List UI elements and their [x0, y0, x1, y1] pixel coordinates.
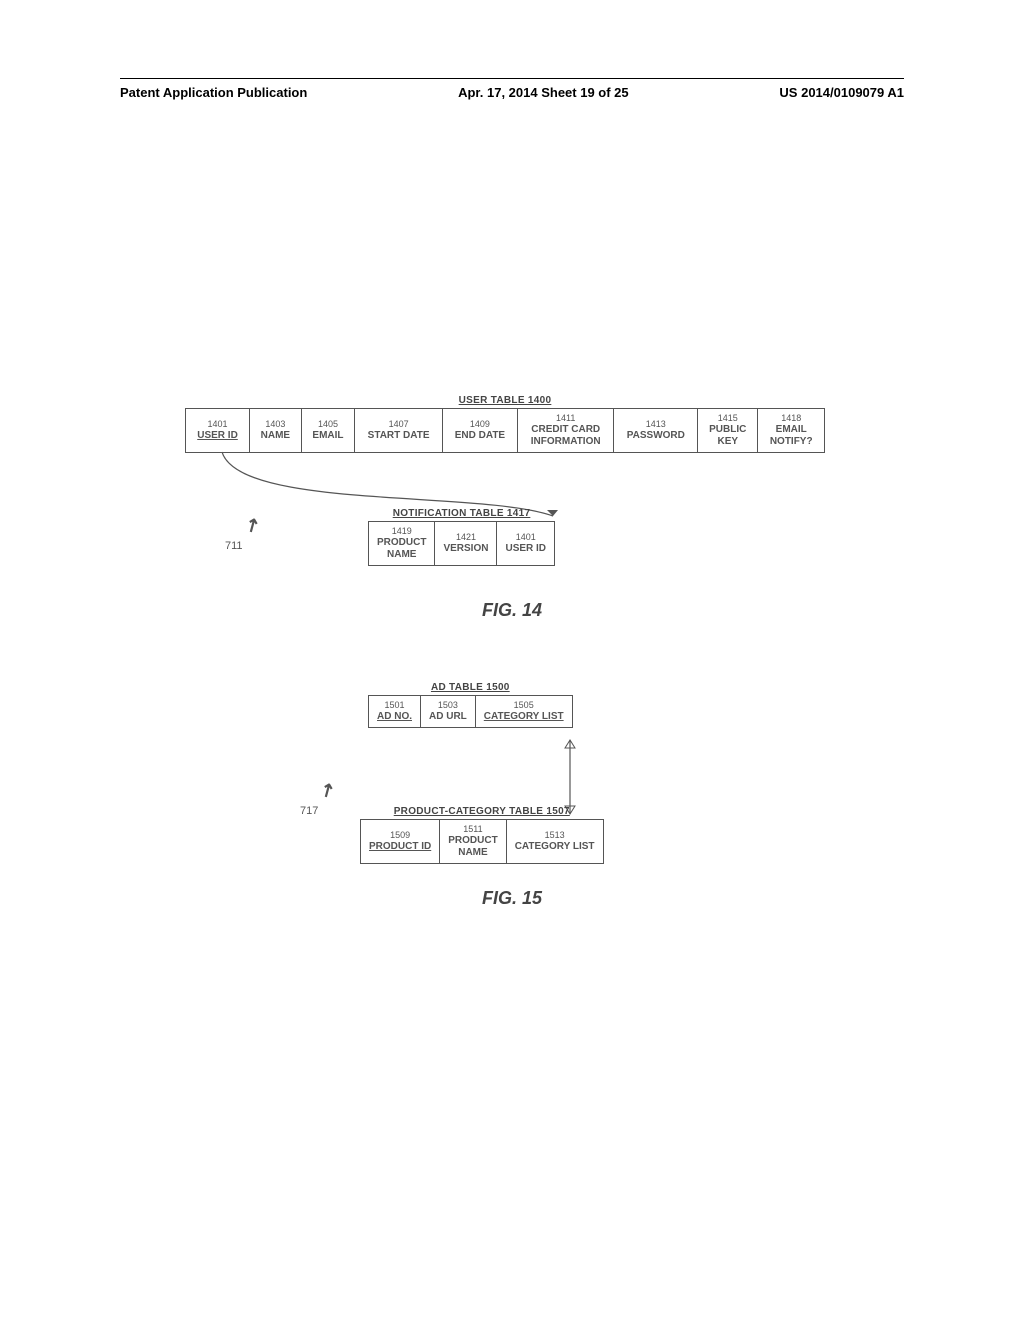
column-number: 1418 [766, 413, 816, 424]
table-cell: 1501AD NO. [369, 696, 421, 728]
table-cell: 1505CATEGORY LIST [475, 696, 572, 728]
header-right: US 2014/0109079 A1 [779, 85, 904, 100]
column-label: PASSWORD [622, 430, 689, 442]
product-category-table: 1509PRODUCT ID1511PRODUCTNAME1513CATEGOR… [360, 819, 604, 864]
table-cell: 1407START DATE [355, 409, 443, 453]
column-number: 1401 [505, 532, 546, 543]
column-label: PRODUCTNAME [448, 835, 497, 859]
product-category-table-1507: PRODUCT-CATEGORY TABLE 1507 1509PRODUCT … [360, 806, 604, 864]
column-label: CATEGORY LIST [484, 711, 564, 723]
user-table-1400: USER TABLE 1400 1401USER ID1403NAME1405E… [185, 395, 825, 453]
column-number: 1509 [369, 830, 431, 841]
column-label: VERSION [443, 543, 488, 555]
fig15-caption: FIG. 15 [0, 888, 1024, 909]
column-number: 1409 [451, 419, 509, 430]
table-cell: 1513CATEGORY LIST [506, 820, 603, 864]
column-number: 1405 [310, 419, 347, 430]
column-label: PUBLICKEY [706, 424, 749, 448]
fig14-caption: FIG. 14 [0, 600, 1024, 621]
table-cell: 1503AD URL [421, 696, 476, 728]
column-label: CATEGORY LIST [515, 841, 595, 853]
user-table-title: USER TABLE 1400 [185, 395, 825, 406]
column-number: 1411 [526, 413, 606, 424]
column-number: 1513 [515, 830, 595, 841]
column-label: USER ID [194, 430, 241, 442]
column-label: PRODUCTNAME [377, 537, 426, 561]
table-cell: 1421VERSION [435, 522, 497, 566]
column-label: EMAILNOTIFY? [766, 424, 816, 448]
table-cell: 1411CREDIT CARDINFORMATION [517, 409, 614, 453]
column-number: 1407 [363, 419, 434, 430]
table-cell: 1409END DATE [442, 409, 517, 453]
column-label: NAME [258, 430, 293, 442]
ad-table-title: AD TABLE 1500 [368, 682, 573, 693]
column-label: USER ID [505, 543, 546, 555]
page: Patent Application Publication Apr. 17, … [0, 0, 1024, 1320]
column-number: 1501 [377, 700, 412, 711]
table-cell: 1401USER ID [497, 522, 555, 566]
column-number: 1505 [484, 700, 564, 711]
table-cell: 1413PASSWORD [614, 409, 698, 453]
table-cell: 1418EMAILNOTIFY? [758, 409, 825, 453]
column-number: 1401 [194, 419, 241, 430]
header-rule [120, 78, 904, 79]
table-cell: 1403NAME [250, 409, 302, 453]
ref-arrow-711: ↗ [241, 513, 265, 539]
column-label: PRODUCT ID [369, 841, 431, 853]
column-number: 1511 [448, 824, 497, 835]
column-label: CREDIT CARDINFORMATION [526, 424, 606, 448]
user-table: 1401USER ID1403NAME1405EMAIL1407START DA… [185, 408, 825, 453]
ad-table-1500: AD TABLE 1500 1501AD NO.1503AD URL1505CA… [368, 682, 573, 728]
column-number: 1403 [258, 419, 293, 430]
table-cell: 1401USER ID [186, 409, 250, 453]
column-number: 1415 [706, 413, 749, 424]
table-cell: 1405EMAIL [301, 409, 355, 453]
column-label: EMAIL [310, 430, 347, 442]
ad-table: 1501AD NO.1503AD URL1505CATEGORY LIST [368, 695, 573, 728]
column-label: AD NO. [377, 711, 412, 723]
column-label: AD URL [429, 711, 467, 723]
notification-table-1417: NOTIFICATION TABLE 1417 1419PRODUCTNAME1… [368, 508, 555, 566]
column-number: 1413 [622, 419, 689, 430]
notif-table-title: NOTIFICATION TABLE 1417 [368, 508, 555, 519]
column-number: 1503 [429, 700, 467, 711]
column-label: START DATE [363, 430, 434, 442]
table-cell: 1509PRODUCT ID [361, 820, 440, 864]
pc-table-title: PRODUCT-CATEGORY TABLE 1507 [360, 806, 604, 817]
ref-label-717: 717 [300, 805, 318, 817]
connector-fig15 [0, 0, 1024, 1320]
column-number: 1421 [443, 532, 488, 543]
ref-arrow-717: ↗ [316, 778, 340, 804]
connector-fig14 [0, 0, 1024, 1320]
header-left: Patent Application Publication [120, 85, 307, 100]
page-header: Patent Application Publication Apr. 17, … [120, 85, 904, 100]
ref-label-711: 711 [225, 540, 243, 552]
column-number: 1419 [377, 526, 426, 537]
table-cell: 1419PRODUCTNAME [369, 522, 435, 566]
header-center: Apr. 17, 2014 Sheet 19 of 25 [458, 85, 629, 100]
notification-table: 1419PRODUCTNAME1421VERSION1401USER ID [368, 521, 555, 566]
table-cell: 1511PRODUCTNAME [440, 820, 506, 864]
column-label: END DATE [451, 430, 509, 442]
table-cell: 1415PUBLICKEY [698, 409, 758, 453]
